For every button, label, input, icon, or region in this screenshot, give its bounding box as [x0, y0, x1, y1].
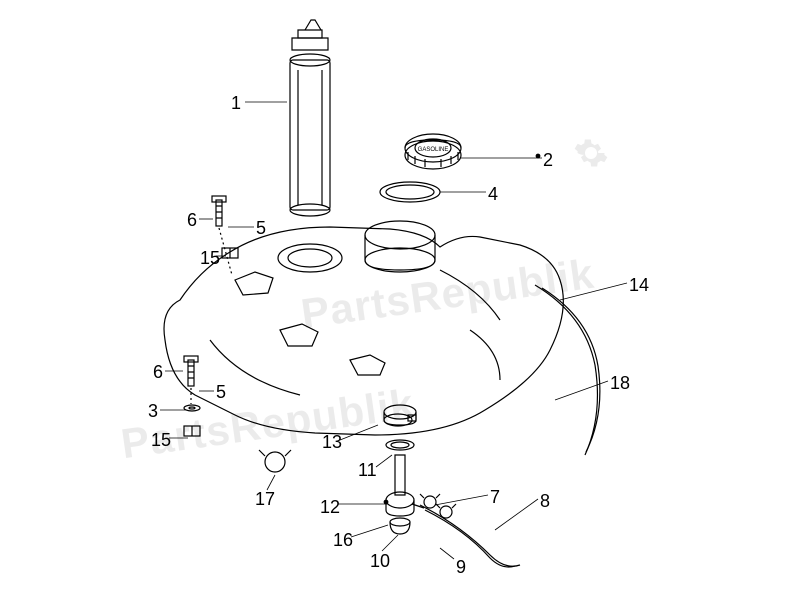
callout-15a: 15	[200, 248, 220, 269]
callout-17: 17	[255, 489, 275, 510]
callout-5a: 5	[256, 218, 266, 239]
callout-1: 1	[231, 93, 241, 114]
callout-10: 10	[370, 551, 390, 572]
callout-11: 11	[358, 460, 377, 481]
callout-13: 13	[322, 432, 342, 453]
callout-18: 18	[610, 373, 630, 394]
callout-7: 7	[490, 487, 500, 508]
callout-6b: 6	[153, 362, 163, 383]
callout-12: 12	[320, 497, 340, 518]
leaders-svg	[0, 0, 800, 603]
callout-3: 3	[148, 401, 158, 422]
callout-4: 4	[488, 184, 498, 205]
callout-8: 8	[540, 491, 550, 512]
callout-9: 9	[456, 557, 466, 578]
callout-15b: 15	[151, 430, 171, 451]
callout-16: 16	[333, 530, 353, 551]
callout-6a: 6	[187, 210, 197, 231]
parts-diagram: GASOLINE	[0, 0, 800, 603]
callout-2: 2	[543, 150, 553, 171]
callout-5b: 5	[216, 382, 226, 403]
callout-14: 14	[629, 275, 649, 296]
